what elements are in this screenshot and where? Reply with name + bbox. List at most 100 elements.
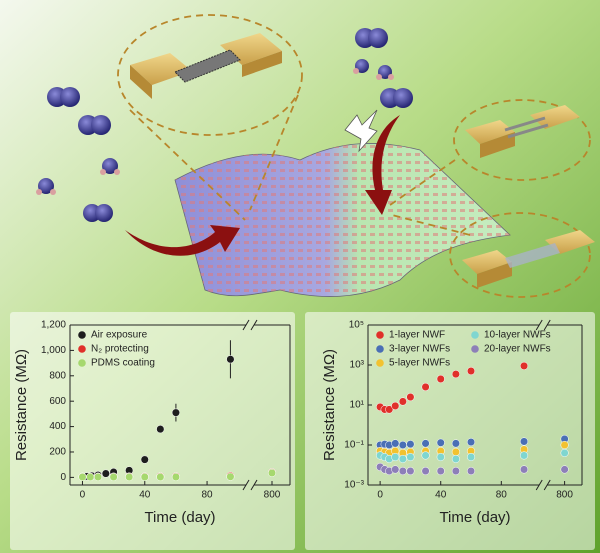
point [398,454,407,464]
y-tick-label: 800 [49,370,66,381]
y-axis-label: Resistance (MΩ) [13,349,30,461]
x-tick-label: 800 [556,490,573,501]
x-tick-label: 40 [139,490,151,501]
panel-bg [10,312,295,550]
point [398,440,407,450]
point [406,440,415,449]
y-tick-label: 1,000 [41,345,66,356]
axis-break [250,319,258,331]
point [560,465,569,474]
point [171,408,180,417]
point [436,374,445,384]
y-tick-label: 0 [60,472,66,483]
point [140,455,149,464]
point [398,397,407,406]
point [519,451,529,460]
y-tick-label: 10⁻¹ [344,440,364,451]
point [560,448,569,458]
axis-break [250,479,258,491]
x-axis-label: Time (day) [144,509,215,526]
axis-break [535,479,543,491]
panel-bg [305,312,595,550]
legend-label: 20-layer NWFs [484,344,551,355]
legend-label: PDMS coating [91,358,155,369]
y-tick-label: 400 [49,421,66,432]
legend-label: N₂ protecting [91,344,149,355]
point [466,438,476,447]
axis-break [242,479,250,491]
arrows [125,115,400,256]
point [406,466,415,476]
legend-label: 10-layer NWFs [484,330,551,341]
point [406,452,415,462]
point [466,466,476,476]
point [385,405,394,414]
point [436,452,445,462]
point [391,401,400,410]
point [226,472,235,481]
x-tick-label: 40 [435,490,447,501]
point [86,472,95,482]
axis-break [535,319,543,331]
point [398,466,407,476]
point [406,392,415,402]
point [101,469,110,478]
point [451,370,460,379]
legend-marker [78,359,86,367]
point [171,472,180,482]
y-tick-label: 600 [49,396,66,407]
point [519,465,529,474]
point [109,472,118,482]
y-tick-label: 200 [49,447,66,458]
y-tick-label: 10⁵ [349,320,364,331]
point [436,438,445,447]
x-axis-label: Time (day) [439,509,510,526]
molecules [36,28,413,222]
electrodes [130,33,595,288]
point [156,472,165,482]
point [466,452,476,462]
point [93,472,103,482]
y-tick-label: 10³ [350,360,365,371]
point [140,472,149,482]
point [451,439,460,448]
point [226,355,235,364]
y-tick-label: 1,200 [41,320,66,331]
legend-marker [78,331,86,339]
point [451,447,460,456]
point [519,361,529,370]
legend-marker [376,359,384,367]
legend-marker [471,331,479,339]
point [560,440,569,450]
y-axis-label: Resistance (MΩ) [321,349,338,461]
point [421,382,430,391]
point [421,439,430,448]
point [451,454,460,464]
point [519,437,529,446]
legend-label: 5-layer NWFs [389,358,450,369]
legend-label: 3-layer NWFs [389,344,450,355]
x-tick-label: 0 [377,490,383,501]
y-tick-label: 10⁻³ [344,480,364,491]
point [391,465,400,474]
point [466,366,476,376]
point [391,439,400,448]
legend-marker [376,331,384,339]
legend-label: 1-layer NWF [389,330,445,341]
point [451,466,460,476]
axis-break [543,479,551,491]
legend-marker [471,345,479,353]
x-tick-label: 80 [496,490,508,501]
point [267,468,277,477]
y-tick-label: 10¹ [350,400,365,411]
point [421,451,430,460]
x-tick-label: 80 [201,490,213,501]
illustration [36,14,595,298]
point [421,466,430,476]
legend-marker [376,345,384,353]
x-tick-label: 800 [264,490,281,501]
x-tick-label: 0 [80,490,86,501]
point [156,425,165,434]
